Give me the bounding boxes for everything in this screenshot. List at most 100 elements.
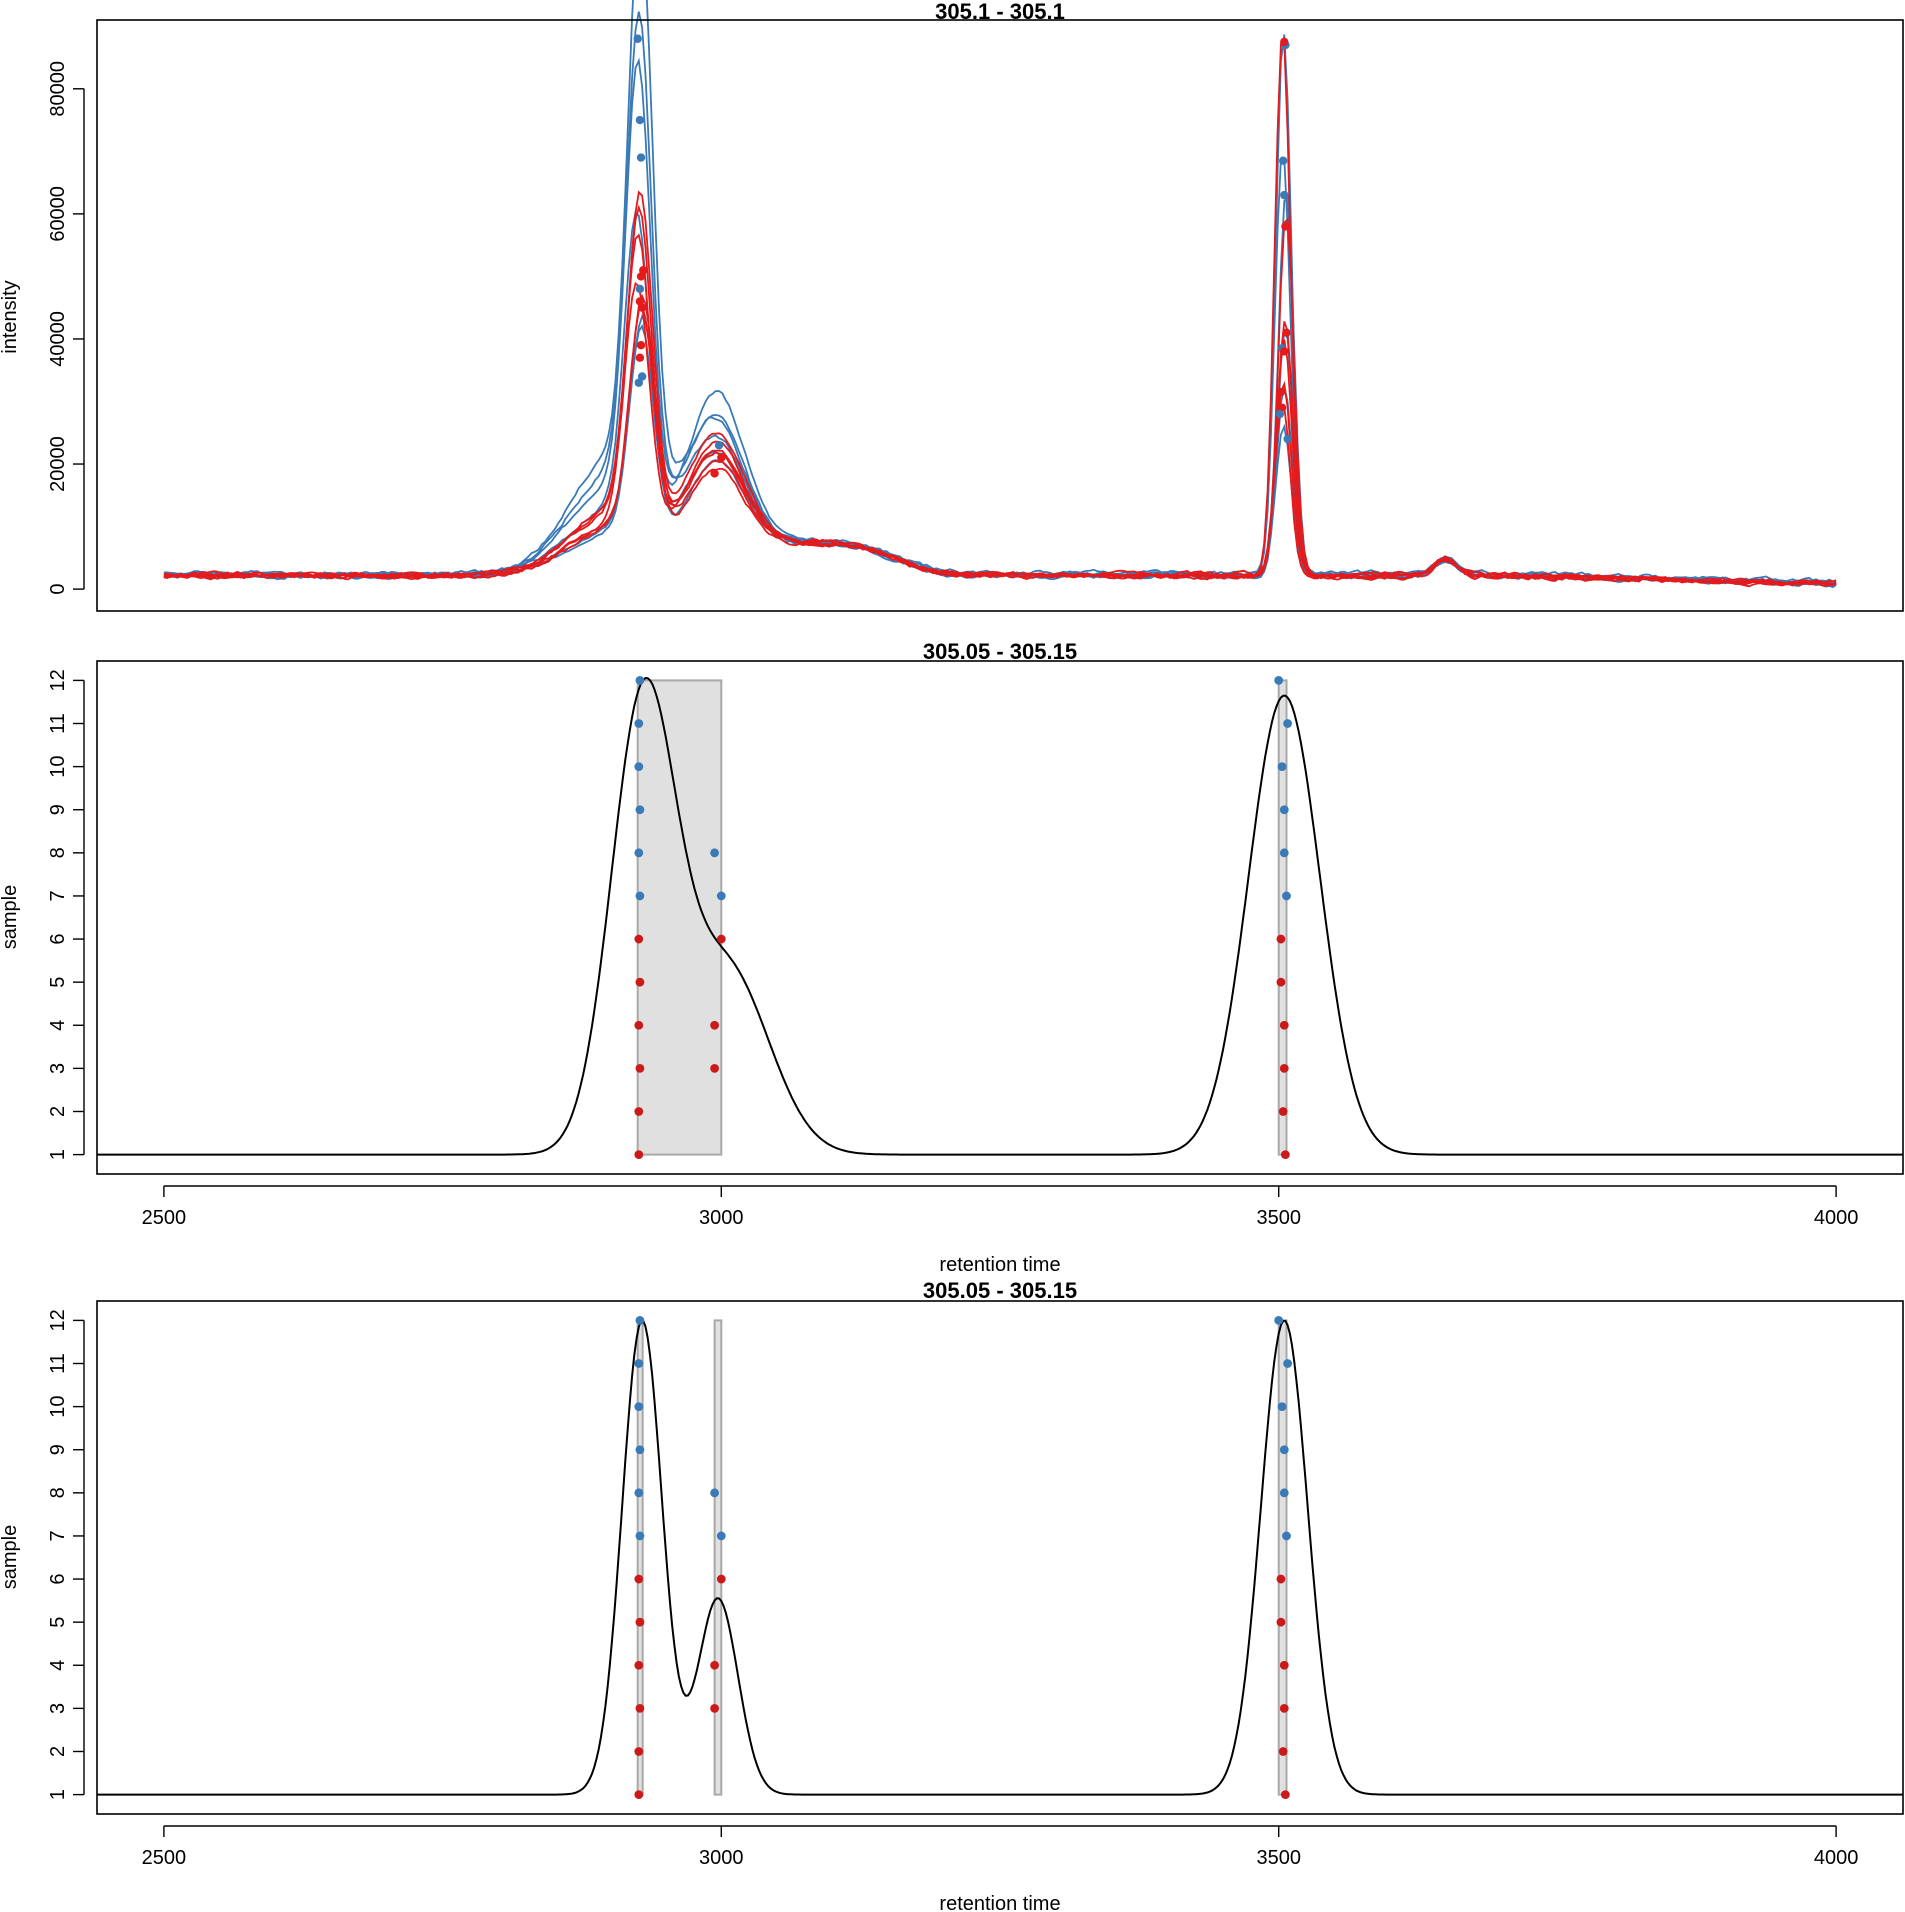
red-peak-point bbox=[636, 272, 646, 281]
blue-peak-point bbox=[635, 115, 645, 125]
peak-group-rect bbox=[1277, 679, 1288, 1156]
blue-peak-point bbox=[1280, 190, 1289, 200]
retention-time-tick-label: 2500 bbox=[142, 1847, 187, 1869]
intensity-tick-label: 20000 bbox=[47, 436, 69, 492]
red-sample-point bbox=[710, 1703, 720, 1713]
red-sample-point bbox=[635, 1703, 645, 1713]
sample-tick-label: 4 bbox=[47, 1020, 69, 1031]
blue-sample-point bbox=[716, 891, 726, 901]
sample-tick-label: 9 bbox=[47, 1444, 69, 1455]
red-trace-10 bbox=[163, 293, 1837, 586]
blue-peak-point bbox=[1278, 156, 1288, 165]
sample-tick-label: 3 bbox=[47, 1703, 69, 1714]
blue-peak-point bbox=[634, 378, 643, 387]
intensity-tick-label: 80000 bbox=[47, 61, 69, 117]
red-sample-point bbox=[1278, 1107, 1288, 1116]
red-peak-point bbox=[636, 341, 646, 350]
blue-sample-point bbox=[635, 805, 645, 815]
intensity-axis: 0 20000 40000 60000 80000 bbox=[47, 61, 85, 595]
sample-tick-label: 9 bbox=[47, 804, 69, 815]
density-wide-title: 305.05 - 305.15 bbox=[923, 639, 1077, 664]
red-sample-point bbox=[634, 1574, 644, 1584]
red-trace-7 bbox=[163, 204, 1837, 588]
sample-axis-label: sample bbox=[0, 885, 21, 949]
red-sample-point bbox=[634, 1660, 644, 1670]
sample-tick-label: 4 bbox=[47, 1660, 69, 1671]
red-sample-point bbox=[710, 1660, 720, 1670]
sample-tick-label: 5 bbox=[47, 977, 69, 988]
density-narrow-plot-frame bbox=[96, 1300, 1904, 1815]
blue-sample-point bbox=[634, 719, 644, 728]
blue-sample-point bbox=[634, 1359, 644, 1368]
retention-time-tick-label: 3000 bbox=[699, 1207, 744, 1229]
red-sample-point bbox=[1276, 934, 1286, 944]
blue-sample-point bbox=[716, 1531, 726, 1541]
sample-tick-label: 6 bbox=[47, 933, 69, 944]
sample-tick-label: 10 bbox=[47, 1395, 69, 1417]
red-sample-point bbox=[634, 1107, 644, 1116]
density-curve bbox=[97, 1319, 1903, 1796]
intensity-tick-label: 40000 bbox=[47, 311, 69, 367]
blue-sample-point bbox=[634, 1488, 644, 1498]
peak-group-rect bbox=[636, 679, 723, 1156]
red-sample-point bbox=[710, 1020, 720, 1030]
chromatogram-plot-frame bbox=[96, 19, 1904, 612]
blue-sample-point bbox=[634, 848, 644, 858]
blue-sample-point bbox=[1279, 848, 1289, 858]
blue-trace-2 bbox=[163, 57, 1837, 589]
intensity-axis-label: intensity bbox=[0, 280, 21, 353]
peak-group-rect bbox=[713, 1319, 723, 1796]
density-narrow-title: 305.05 - 305.15 bbox=[923, 1278, 1077, 1303]
red-peak-point bbox=[1281, 222, 1290, 231]
blue-sample-point bbox=[1274, 675, 1284, 685]
density-panel-narrow: 305.05 - 305.15 sample retention time 12… bbox=[0, 1278, 1904, 1912]
red-peak-point bbox=[1280, 37, 1289, 47]
red-peak-point bbox=[1282, 328, 1291, 337]
sample-peak-points bbox=[634, 1315, 1293, 1800]
sample-tick-label: 1 bbox=[47, 1789, 69, 1800]
red-sample-point bbox=[716, 1574, 726, 1584]
density-panel-wide: 305.05 - 305.15 sample retention time 12… bbox=[0, 639, 1904, 1276]
blue-trace-5 bbox=[163, 323, 1837, 588]
red-peak-point bbox=[637, 303, 647, 312]
blue-peak-point bbox=[1283, 434, 1292, 444]
retention-time-tick-label: 3500 bbox=[1256, 1847, 1301, 1869]
blue-sample-point bbox=[710, 848, 720, 858]
retention-time-tick-label: 4000 bbox=[1814, 1207, 1859, 1229]
retention-time-tick-label: 3000 bbox=[699, 1847, 744, 1869]
red-peak-point bbox=[635, 353, 645, 362]
red-sample-point bbox=[1279, 1063, 1289, 1073]
red-trace-8 bbox=[163, 233, 1837, 586]
blue-sample-point bbox=[634, 1402, 644, 1412]
peak-group-rect bbox=[1277, 1319, 1288, 1796]
blue-peak-point bbox=[633, 34, 642, 43]
blue-sample-point bbox=[1274, 1315, 1284, 1325]
blue-peak-point bbox=[637, 372, 647, 381]
red-sample-point bbox=[1276, 1617, 1286, 1627]
blue-peak-point bbox=[1275, 409, 1285, 419]
red-sample-point bbox=[1278, 1747, 1288, 1756]
sample-tick-label: 8 bbox=[47, 1487, 69, 1498]
blue-sample-point bbox=[635, 1531, 645, 1541]
sample-tick-label: 6 bbox=[47, 1573, 69, 1584]
peak-group-rects bbox=[636, 679, 1288, 1156]
red-sample-point bbox=[635, 977, 645, 987]
intensity-tick-label: 0 bbox=[47, 584, 69, 595]
intensity-tick-label: 60000 bbox=[47, 186, 69, 242]
blue-sample-point bbox=[1282, 891, 1291, 901]
red-sample-point bbox=[634, 1790, 644, 1800]
blue-sample-point bbox=[1277, 762, 1287, 772]
blue-sample-point bbox=[1277, 1402, 1287, 1412]
retention-time-tick-label: 4000 bbox=[1814, 1847, 1859, 1869]
peak-group-rect bbox=[636, 1319, 644, 1796]
red-sample-point bbox=[1279, 1660, 1289, 1670]
density-wide-plot-frame bbox=[96, 660, 1904, 1175]
blue-trace-0 bbox=[163, 0, 1837, 586]
blue-trace-3 bbox=[163, 210, 1837, 583]
red-trace-11 bbox=[163, 303, 1837, 587]
peak-group-rects bbox=[636, 1319, 1288, 1796]
blue-sample-point bbox=[635, 675, 645, 685]
sample-tick-label: 1 bbox=[47, 1149, 69, 1160]
red-sample-point bbox=[716, 934, 726, 944]
